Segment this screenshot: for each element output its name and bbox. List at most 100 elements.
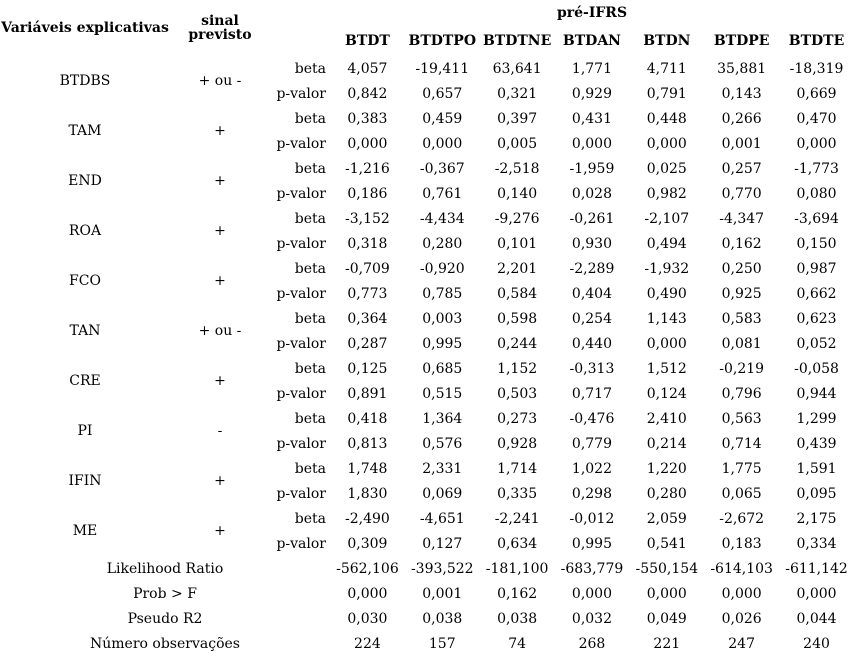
pvalor-value: 0,321 — [497, 85, 538, 102]
pvalor-value: 0,584 — [497, 285, 538, 302]
variable-beta-row: END + beta -1,216 -0,367 -2,518 -1,959 0,025 0,2… — [0, 156, 854, 189]
pvalor-value: 0,280 — [646, 485, 687, 502]
beta-value: 0,623 — [796, 310, 837, 327]
summary-value: -562,106 — [336, 560, 399, 577]
pvalor-value: 0,440 — [571, 335, 612, 352]
pvalor-value: 0,124 — [646, 385, 687, 402]
variable-name: ME — [72, 523, 98, 539]
beta-value: -2,107 — [644, 210, 690, 227]
pvalor-value: 0,001 — [721, 135, 762, 152]
pvalor-value: 0,490 — [646, 285, 687, 302]
stat-label-beta: beta — [294, 510, 326, 527]
column-header-btdte: BTDTE — [788, 33, 845, 49]
column-header-btdan: BTDAN — [562, 33, 621, 49]
stat-label-beta: beta — [294, 410, 326, 427]
stat-label-pvalor: p-valor — [276, 485, 326, 502]
variable-name: CRE — [69, 373, 101, 389]
expected-sign: + ou - — [198, 323, 242, 339]
summary-value: -550,154 — [635, 560, 699, 577]
variable-name: IFIN — [68, 473, 102, 489]
beta-value: -0,709 — [345, 260, 390, 277]
beta-value: 0,003 — [422, 310, 463, 327]
beta-value: 1,771 — [571, 60, 612, 77]
beta-value: -0,476 — [569, 410, 615, 427]
pvalor-value: 0,080 — [796, 185, 837, 202]
pvalor-value: 0,287 — [347, 335, 388, 352]
beta-value: -4,434 — [419, 210, 465, 227]
summary-value: -614,103 — [710, 560, 773, 577]
variable-pvalor-row: p-valor 0,287 0,995 0,244 0,440 0,000 0,081 0,0… — [0, 331, 854, 356]
summary-value: 221 — [653, 635, 681, 652]
summary-value: 0,000 — [646, 585, 687, 602]
beta-value: 1,591 — [796, 460, 837, 477]
summary-row: Pseudo R2 0,030 0,038 0,038 0,032 0,049 0,026 0… — [0, 606, 854, 631]
pvalor-value: 0,000 — [571, 135, 612, 152]
variable-name: FCO — [69, 273, 101, 289]
beta-value: 1,512 — [646, 360, 687, 377]
expected-sign: - — [217, 423, 223, 439]
beta-value: 0,583 — [721, 310, 762, 327]
beta-value: 1,152 — [497, 360, 538, 377]
expected-sign: + — [214, 123, 226, 139]
pvalor-value: 0,081 — [721, 335, 762, 352]
variable-name: TAM — [68, 123, 102, 139]
pvalor-value: 0,930 — [571, 235, 612, 252]
pvalor-value: 0,541 — [646, 535, 687, 552]
expected-sign: + ou - — [198, 73, 242, 89]
variable-beta-row: BTDBS + ou - beta 4,057 -19,411 63,641 1,771 4,… — [0, 56, 854, 89]
pvalor-value: 0,657 — [422, 85, 463, 102]
summary-row: Número observações 224 157 74 268 221 247 240 — [0, 631, 854, 656]
variable-name: TAN — [69, 323, 101, 339]
summary-value: 224 — [354, 635, 381, 652]
variable-beta-row: FCO + beta -0,709 -0,920 2,201 -2,289 -1,932 0,2… — [0, 256, 854, 289]
beta-value: 0,598 — [497, 310, 538, 327]
stat-label-pvalor: p-valor — [276, 335, 326, 352]
beta-value: 2,331 — [422, 460, 463, 477]
beta-value: -2,672 — [719, 510, 765, 527]
expected-sign: + — [214, 373, 226, 389]
beta-value: 1,299 — [796, 410, 837, 427]
beta-value: -19,411 — [415, 60, 470, 77]
beta-value: -9,276 — [494, 210, 540, 227]
beta-value: 0,266 — [721, 110, 762, 127]
summary-label: Número observações — [90, 635, 240, 652]
pvalor-value: 0,503 — [497, 385, 538, 402]
summary-value: 0,000 — [796, 585, 837, 602]
group-header-pre-ifrs: pré-IFRS — [556, 5, 628, 21]
beta-value: -4,651 — [419, 510, 465, 527]
pvalor-value: 0,929 — [571, 85, 612, 102]
summary-value: 240 — [803, 635, 830, 652]
pvalor-value: 0,095 — [796, 485, 837, 502]
beta-value: 0,273 — [497, 410, 538, 427]
variable-beta-row: ME + beta -2,490 -4,651 -2,241 -0,012 2,059 -2,6… — [0, 506, 854, 539]
column-header-sinal-previsto: sinal previsto — [188, 13, 252, 43]
summary-value: 0,049 — [646, 610, 687, 627]
variable-pvalor-row: p-valor 0,891 0,515 0,503 0,717 0,124 0,796 0,9… — [0, 381, 854, 406]
column-header-btdt: BTDT — [345, 33, 390, 49]
column-header-variables: Variáveis explicativas — [1, 20, 169, 36]
pvalor-value: 0,891 — [347, 385, 388, 402]
variable-pvalor-row: p-valor 0,842 0,657 0,321 0,929 0,791 0,143 0,6… — [0, 81, 854, 106]
variable-pvalor-row: p-valor 0,000 0,000 0,005 0,000 0,000 0,001 0,0… — [0, 131, 854, 156]
beta-value: -0,012 — [569, 510, 615, 527]
pvalor-value: 0,244 — [497, 335, 538, 352]
beta-value: 1,220 — [646, 460, 687, 477]
stat-label-beta: beta — [294, 310, 326, 327]
beta-value: 0,383 — [347, 110, 388, 127]
summary-value: 0,000 — [571, 585, 612, 602]
pvalor-value: 0,785 — [422, 285, 463, 302]
pvalor-value: 0,995 — [571, 535, 612, 552]
beta-value: -1,216 — [345, 160, 390, 177]
variable-beta-row: TAM + beta 0,383 0,459 0,397 0,431 0,448 0,266 0,… — [0, 106, 854, 139]
summary-label: Likelihood Ratio — [106, 560, 224, 577]
stat-label-beta: beta — [294, 360, 326, 377]
beta-value: 0,470 — [796, 110, 837, 127]
beta-value: 0,431 — [571, 110, 612, 127]
summary-value: 0,044 — [796, 610, 837, 627]
column-header-stat-spacer — [270, 0, 330, 56]
stat-label-beta: beta — [294, 260, 326, 277]
beta-value: -0,313 — [569, 360, 615, 377]
pvalor-value: 0,309 — [347, 535, 388, 552]
pvalor-value: 0,280 — [422, 235, 463, 252]
